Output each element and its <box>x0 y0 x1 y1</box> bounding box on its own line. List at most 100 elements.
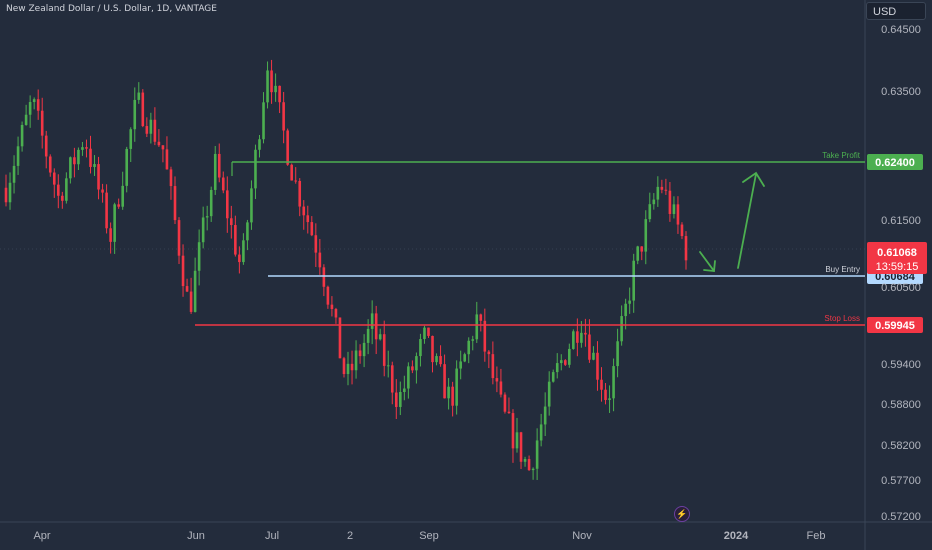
candle-body <box>451 386 454 406</box>
candle-body <box>503 394 507 412</box>
candle-body <box>8 182 12 203</box>
candle-body <box>636 246 640 261</box>
down-arrow-shaft <box>699 251 715 272</box>
candle-body <box>81 147 84 150</box>
candle-body <box>125 148 129 186</box>
y-tick-label: 0.58800 <box>881 399 921 411</box>
candle-body <box>254 149 257 189</box>
currency-button[interactable]: USD <box>866 2 926 20</box>
candle-body <box>535 440 539 469</box>
candle-body <box>258 139 261 150</box>
candle-body <box>660 186 664 190</box>
candle-body <box>523 459 527 462</box>
candle-body <box>314 235 318 253</box>
candle-body <box>121 185 124 207</box>
candle-body <box>185 286 189 292</box>
candle-body <box>551 372 555 382</box>
candle-body <box>463 354 466 362</box>
candle-body <box>407 366 410 389</box>
candle-body <box>226 190 229 219</box>
candle-body <box>97 164 100 190</box>
candle-body <box>16 146 20 166</box>
candle-body <box>555 363 559 373</box>
candle-body <box>640 246 644 252</box>
candle-body <box>366 328 370 343</box>
x-tick-label: Nov <box>572 530 592 542</box>
candles <box>4 59 688 480</box>
candle-body <box>443 364 446 399</box>
candle-body <box>547 381 551 407</box>
candle-body <box>322 267 326 287</box>
candle-body <box>318 252 322 268</box>
candle-body <box>52 172 56 185</box>
candle-body <box>612 366 615 399</box>
candle-body <box>588 334 591 360</box>
candle-body <box>423 327 426 340</box>
candle-body <box>4 187 8 203</box>
candle-body <box>44 135 48 157</box>
candle-body <box>632 260 635 301</box>
candle-body <box>217 153 221 178</box>
candle-body <box>592 352 595 360</box>
candle-body <box>157 141 161 146</box>
candle-body <box>93 164 96 167</box>
candle-body <box>310 222 314 236</box>
candle-body <box>362 342 366 357</box>
candle-body <box>604 389 607 400</box>
candle-body <box>73 157 76 165</box>
candle-body <box>177 220 181 256</box>
candle-body <box>427 327 430 336</box>
candle-body <box>69 157 72 179</box>
candle-body <box>173 186 177 221</box>
candle-body <box>137 92 141 100</box>
candle-body <box>616 341 619 367</box>
candle-body <box>624 303 627 317</box>
y-tick-label: 0.60500 <box>881 282 921 294</box>
candle-body <box>306 215 310 223</box>
candle-body <box>342 358 346 375</box>
candle-body <box>246 222 249 241</box>
candle-body <box>77 149 80 165</box>
tradingview-events-icon[interactable]: ⚡ <box>674 506 690 522</box>
candle-body <box>209 189 213 217</box>
candle-body <box>298 180 302 207</box>
up-arrow-shaft <box>737 173 757 269</box>
candle-body <box>419 339 422 357</box>
x-tick-label: 2 <box>347 530 353 542</box>
candle-body <box>539 424 543 441</box>
candle-body <box>676 204 680 225</box>
candle-body <box>221 177 225 191</box>
candle-body <box>374 313 378 340</box>
candle-body <box>435 356 438 363</box>
y-tick-label: 0.61500 <box>881 215 921 227</box>
candle-body <box>189 291 193 312</box>
candle-body <box>487 351 491 355</box>
candle-body <box>600 379 603 390</box>
candle-body <box>672 204 676 214</box>
candle-body <box>57 184 60 196</box>
candle-body <box>471 339 475 341</box>
candle-body <box>65 178 68 201</box>
candle-body <box>28 102 32 115</box>
candle-body <box>294 180 298 182</box>
candle-body <box>89 148 92 167</box>
candle-body <box>193 270 197 312</box>
candle-body <box>153 119 157 142</box>
candle-body <box>238 254 241 263</box>
candle-body <box>519 432 523 462</box>
candle-body <box>620 316 623 342</box>
candle-body <box>32 99 36 103</box>
candle-body <box>334 309 338 318</box>
x-tick-label: Feb <box>807 530 826 542</box>
candle-body <box>652 199 656 205</box>
candle-body <box>382 334 386 366</box>
up-arrow-head <box>742 171 765 187</box>
candle-body <box>644 219 648 252</box>
projection-arrows <box>699 171 765 272</box>
candle-body <box>447 386 450 399</box>
candle-body <box>390 365 394 393</box>
candle-body <box>386 365 390 367</box>
candle-body <box>20 124 24 147</box>
candle-body <box>572 331 575 349</box>
